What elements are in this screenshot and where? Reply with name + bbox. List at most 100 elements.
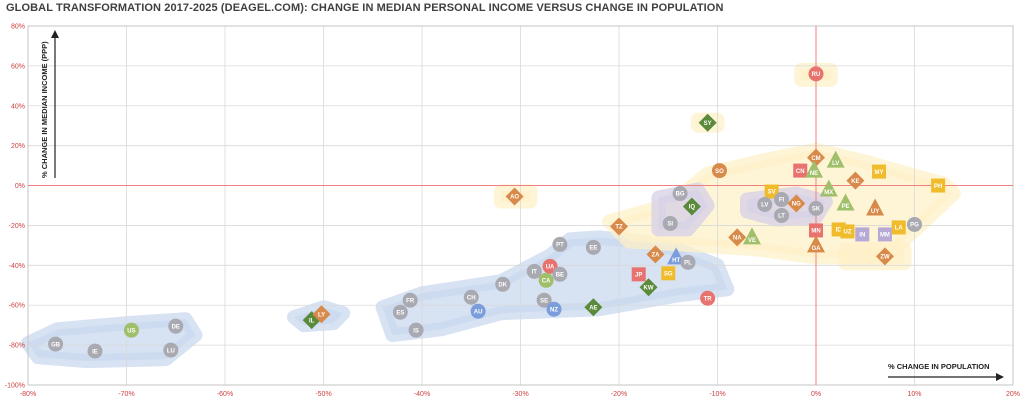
data-point-ga: GA xyxy=(807,235,825,253)
data-point-au: AU xyxy=(470,303,486,319)
point-label: NZ xyxy=(550,307,558,313)
point-label: MM xyxy=(880,233,890,239)
marker-diamond xyxy=(610,217,628,236)
data-point-na: NA xyxy=(728,228,747,247)
data-point-be: BE xyxy=(552,266,568,282)
point-label: KW xyxy=(644,285,654,291)
data-point-nz: NZ xyxy=(546,301,562,317)
data-point-gb: GB xyxy=(48,336,64,352)
data-point-lv: LV xyxy=(826,150,845,168)
data-point-lu: LU xyxy=(163,342,179,358)
marker-diamond xyxy=(682,197,701,216)
x-tick-label: 0% xyxy=(811,391,821,398)
data-point-kw: KW xyxy=(639,278,658,297)
point-label: BG xyxy=(676,192,685,198)
point-label: IE xyxy=(92,349,98,355)
data-point-es: ES xyxy=(392,304,408,320)
point-label: SO xyxy=(715,169,724,175)
marker-circle xyxy=(87,343,103,359)
y-tick-label: -80% xyxy=(9,343,25,350)
marker-square xyxy=(631,267,646,282)
data-point-fr: FR xyxy=(402,292,418,308)
point-label: RU xyxy=(812,72,821,78)
marker-circle xyxy=(463,289,479,305)
marker-diamond xyxy=(875,247,894,266)
point-label: LV xyxy=(832,161,839,167)
point-label: TR xyxy=(704,296,713,302)
marker-circle xyxy=(672,186,688,202)
y-tick-label: -100% xyxy=(5,383,25,390)
marker-diamond xyxy=(505,187,524,206)
point-label: LV xyxy=(761,203,768,209)
marker-triangle xyxy=(819,179,838,197)
x-axis-arrowhead xyxy=(996,373,1004,381)
point-label: MN xyxy=(811,229,820,235)
data-point-pg: PG xyxy=(907,216,922,232)
data-point-cm: CM xyxy=(807,148,825,167)
data-point-ca: CA xyxy=(538,272,554,288)
data-point-lt: LT xyxy=(774,207,790,223)
data-point-sv: SV xyxy=(764,184,779,199)
x-tick-label: -80% xyxy=(20,391,36,398)
marker-circle xyxy=(711,163,727,179)
point-label: GA xyxy=(812,246,822,252)
data-point-ly: LY xyxy=(312,305,331,324)
marker-circle xyxy=(808,200,824,216)
marker-circle xyxy=(495,276,511,292)
x-tick-label: -70% xyxy=(118,391,134,398)
point-label: ZW xyxy=(880,255,890,261)
data-point-jp: JP xyxy=(631,267,646,282)
marker-circle xyxy=(546,301,562,317)
data-point-ao: AO xyxy=(505,187,524,206)
marker-square xyxy=(661,266,676,281)
axis-labels: % CHANGE IN MEDIAN INCOME (PPP) % CHANGE… xyxy=(40,30,1004,381)
point-label: KE xyxy=(851,179,859,185)
y-tick-label: 0% xyxy=(15,183,25,190)
marker-diamond xyxy=(584,298,603,317)
data-point-ee: EE xyxy=(585,239,601,255)
data-point-uy: UY xyxy=(866,198,885,216)
point-label: NE xyxy=(810,171,818,177)
x-axis-label: % CHANGE IN POPULATION xyxy=(888,362,990,371)
y-axis-arrowhead xyxy=(51,30,59,38)
marker-circle xyxy=(526,263,542,279)
data-point-fi: FI xyxy=(774,192,790,208)
data-point-zw: ZW xyxy=(875,247,894,266)
point-label: UZ xyxy=(844,230,852,236)
data-point-us: US xyxy=(123,322,139,338)
point-label: PT xyxy=(556,243,564,249)
point-label: PE xyxy=(842,204,850,210)
cluster-blue-east xyxy=(375,230,735,343)
marker-diamond xyxy=(846,171,865,190)
point-label: PH xyxy=(934,184,942,190)
marker-circle xyxy=(774,207,790,223)
marker-circle xyxy=(662,215,678,231)
point-label: CA xyxy=(542,278,551,284)
y-axis-label: % CHANGE IN MEDIAN INCOME (PPP) xyxy=(40,41,49,178)
point-label: US xyxy=(127,328,135,334)
point-label: TZ xyxy=(615,225,623,231)
point-label: BE xyxy=(556,273,564,279)
point-label: SE xyxy=(540,298,548,304)
marker-circle xyxy=(470,303,486,319)
point-label: HT xyxy=(672,258,680,264)
marker-circle xyxy=(163,342,179,358)
data-point-pt: PT xyxy=(552,236,568,252)
point-label: IT xyxy=(532,270,538,276)
data-point-tr: TR xyxy=(700,290,716,306)
marker-circle xyxy=(907,216,922,232)
point-label: PG xyxy=(910,223,919,229)
marker-triangle xyxy=(742,227,761,245)
point-label: FR xyxy=(406,298,415,304)
data-point-za: ZA xyxy=(646,245,665,264)
point-label: UA xyxy=(546,265,555,271)
data-point-it: IT xyxy=(526,263,542,279)
x-tick-label: -50% xyxy=(315,391,331,398)
plot-frame xyxy=(27,25,1014,386)
point-label: GB xyxy=(51,342,61,348)
data-point-in: IN xyxy=(855,227,870,242)
data-point-ph: PH xyxy=(931,178,946,193)
data-point-de: DE xyxy=(168,318,184,334)
x-tick-label: -20% xyxy=(611,391,627,398)
